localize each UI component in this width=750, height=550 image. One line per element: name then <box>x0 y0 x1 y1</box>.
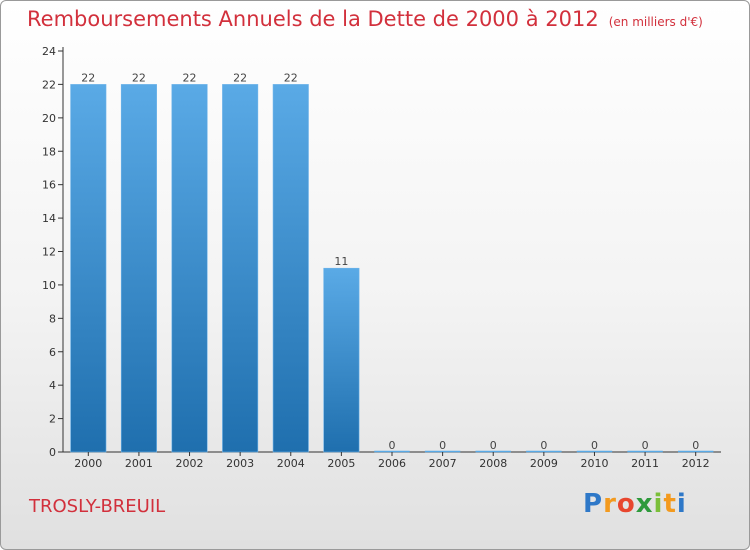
bar <box>171 84 208 453</box>
x-tick-label: 2011 <box>631 457 659 470</box>
data-label: 0 <box>591 439 598 452</box>
y-tick-label: 10 <box>42 279 56 292</box>
x-tick-label: 2007 <box>429 457 457 470</box>
x-tick-label: 2010 <box>580 457 608 470</box>
y-tick-label: 24 <box>42 45 56 58</box>
data-label: 22 <box>233 71 247 84</box>
data-label: 22 <box>132 71 146 84</box>
y-tick-label: 18 <box>42 145 56 158</box>
x-tick-label: 2004 <box>277 457 305 470</box>
data-label: 22 <box>183 71 197 84</box>
chart-title-text: Remboursements Annuels de la Dette de 20… <box>27 7 599 31</box>
data-label: 0 <box>490 439 497 452</box>
y-tick-label: 8 <box>49 312 56 325</box>
x-tick-label: 2005 <box>327 457 355 470</box>
data-label: 11 <box>334 255 348 268</box>
x-tick-label: 2001 <box>125 457 153 470</box>
data-label: 22 <box>81 71 95 84</box>
data-label: 0 <box>692 439 699 452</box>
y-tick-label: 16 <box>42 179 56 192</box>
data-label: 0 <box>642 439 649 452</box>
x-tick-label: 2002 <box>176 457 204 470</box>
data-label: 0 <box>389 439 396 452</box>
y-tick-label: 12 <box>42 246 56 259</box>
x-tick-label: 2012 <box>682 457 710 470</box>
data-label: 22 <box>284 71 298 84</box>
y-tick-label: 20 <box>42 112 56 125</box>
x-tick-label: 2003 <box>226 457 254 470</box>
x-tick-label: 2006 <box>378 457 406 470</box>
y-tick-label: 22 <box>42 78 56 91</box>
bar <box>323 267 360 453</box>
bar <box>222 84 259 453</box>
x-tick-label: 2009 <box>530 457 558 470</box>
y-tick-label: 6 <box>49 346 56 359</box>
x-tick-label: 2008 <box>479 457 507 470</box>
bar <box>70 84 107 453</box>
chart-unit-label: (en milliers d'€) <box>608 15 703 29</box>
city-name: TROSLY-BREUIL <box>29 496 166 517</box>
x-tick-label: 2000 <box>74 457 102 470</box>
bar <box>120 84 157 453</box>
data-label: 0 <box>439 439 446 452</box>
chart-title: Remboursements Annuels de la Dette de 20… <box>27 7 703 31</box>
bar <box>272 84 309 453</box>
y-tick-label: 14 <box>42 212 56 225</box>
y-tick-label: 4 <box>49 379 56 392</box>
data-label: 0 <box>540 439 547 452</box>
proxiti-logo: Proxiti <box>583 489 687 519</box>
y-tick-label: 2 <box>49 413 56 426</box>
y-tick-label: 0 <box>49 446 56 459</box>
